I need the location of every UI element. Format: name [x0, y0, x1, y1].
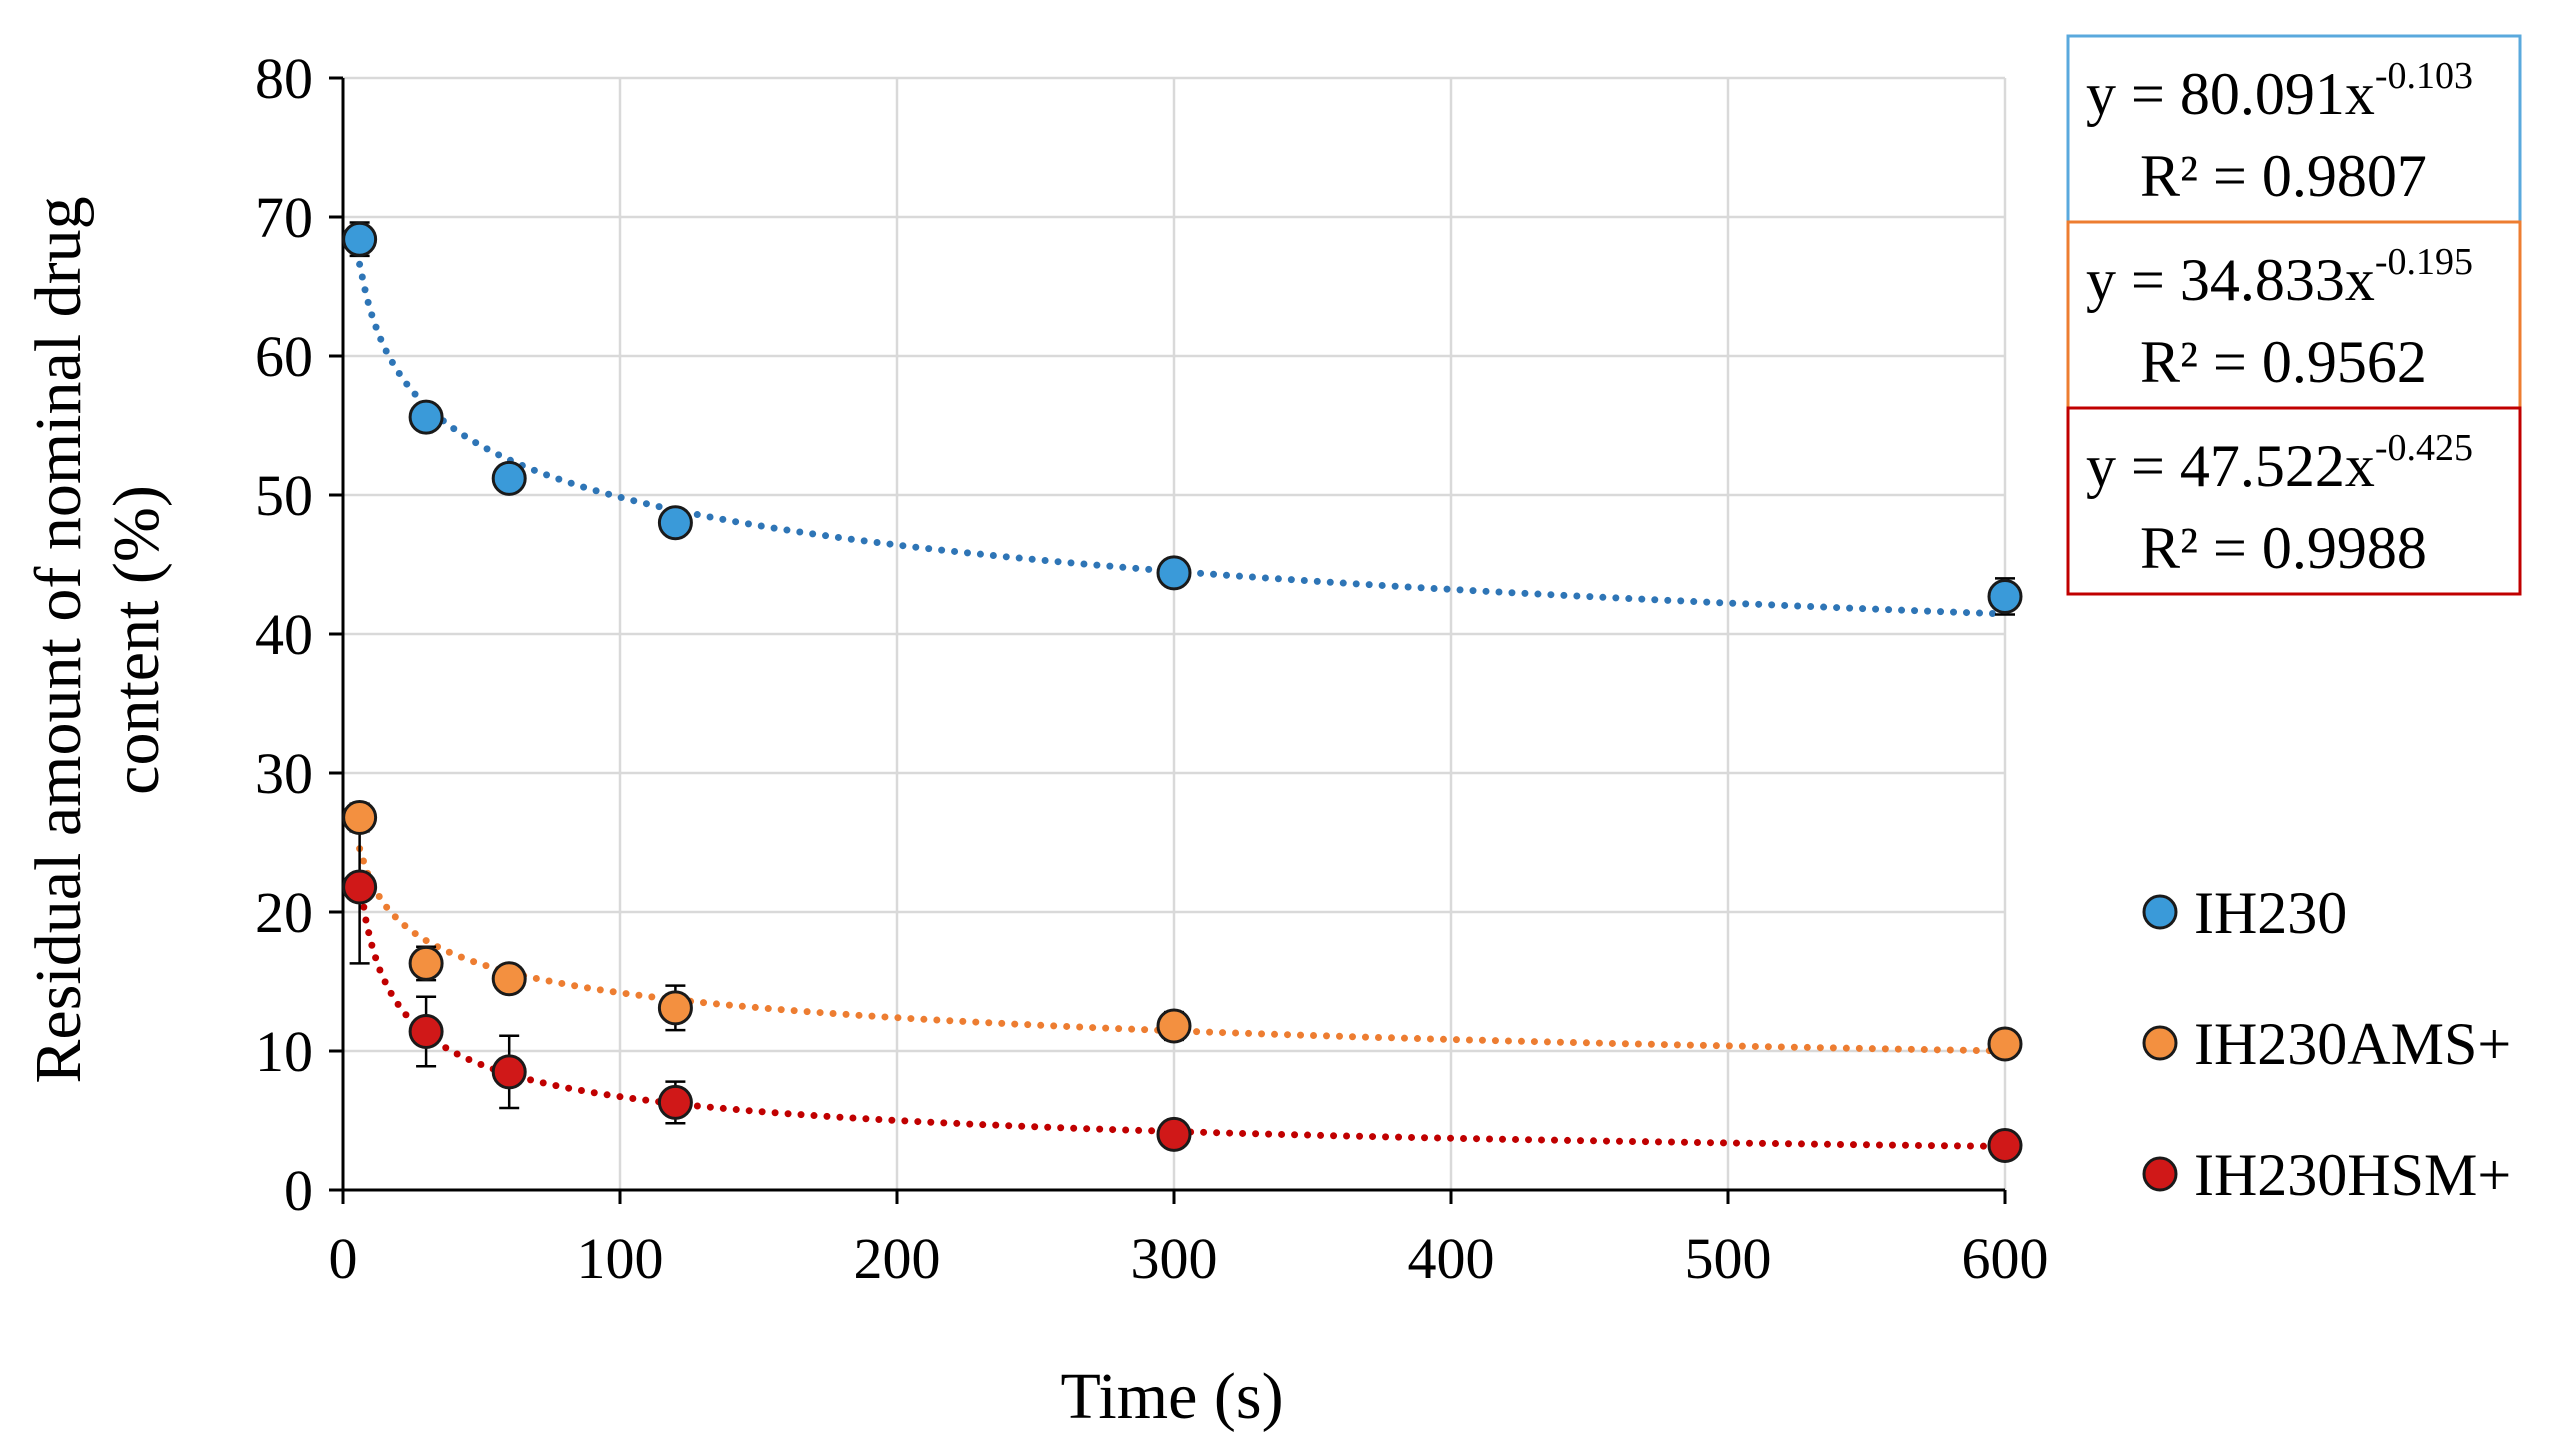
x-tick-label: 600 [1962, 1226, 2049, 1291]
r-squared-ih230hsm-: R² = 0.9988 [2140, 515, 2427, 581]
x-axis-title: Time (s) [1060, 1360, 1283, 1433]
axes [329, 76, 2007, 1204]
point-ih230hsm- [1987, 1128, 2023, 1164]
y-axis-title-line2: content (%) [100, 485, 173, 795]
r-squared-ih230: R² = 0.9807 [2140, 143, 2427, 209]
x-tick-label: 500 [1685, 1226, 1772, 1291]
y-axis-title-line1: Residual amount of nominal drug [22, 196, 95, 1083]
equation-exponent: -0.425 [2375, 427, 2473, 469]
point-ih230ams- [408, 945, 444, 981]
point-ih230ams- [491, 961, 527, 997]
point-ih230ams- [1987, 1026, 2023, 1062]
y-tick-label: 20 [255, 880, 313, 945]
y-tick-label: 50 [255, 463, 313, 528]
legend-label-ih230ams-: IH230AMS+ [2194, 1011, 2511, 1077]
gridlines [343, 76, 2007, 1190]
point-ih230hsm- [342, 869, 378, 905]
point-ih230 [408, 399, 444, 435]
point-ih230hsm- [408, 1014, 444, 1050]
y-axis-title: Residual amount of nominal drug content … [22, 196, 173, 1083]
equation-ih230ams-: y = 34.833x-0.195 [2086, 241, 2473, 313]
equation-main: y = 34.833x [2086, 247, 2375, 313]
x-tick-label: 400 [1408, 1226, 1495, 1291]
y-tick-label: 40 [255, 602, 313, 667]
legend-marker-ih230ams- [2142, 1025, 2178, 1061]
legend-label-ih230hsm-: IH230HSM+ [2194, 1142, 2511, 1208]
data-points [342, 221, 2023, 1164]
legend-marker-ih230 [2142, 894, 2178, 930]
equation-exponent: -0.195 [2375, 241, 2473, 283]
equation-main: y = 80.091x [2086, 61, 2375, 127]
r-squared-ih230ams-: R² = 0.9562 [2140, 329, 2427, 395]
point-ih230hsm- [657, 1084, 693, 1120]
point-ih230 [657, 505, 693, 541]
point-ih230ams- [342, 799, 378, 835]
trendline-ih230 [356, 260, 2009, 618]
equation-ih230: y = 80.091x-0.103 [2086, 55, 2473, 127]
y-tick-label: 10 [255, 1019, 313, 1084]
point-ih230ams- [1156, 1008, 1192, 1044]
y-tick-label: 70 [255, 185, 313, 250]
x-tick-label: 200 [854, 1226, 941, 1291]
equation-ih230hsm-: y = 47.522x-0.425 [2086, 427, 2473, 499]
x-tick-label: 0 [329, 1226, 358, 1291]
point-ih230 [1156, 555, 1192, 591]
equation-main: y = 47.522x [2086, 433, 2375, 499]
equation-exponent: -0.103 [2375, 55, 2473, 97]
point-ih230ams- [657, 990, 693, 1026]
legend: IH230 IH230AMS+ IH230HSM+ [2142, 880, 2511, 1208]
point-ih230hsm- [1156, 1116, 1192, 1152]
legend-label-ih230: IH230 [2194, 880, 2347, 946]
trendline-ih230hsm- [356, 878, 2009, 1150]
legend-marker-ih230hsm- [2142, 1156, 2178, 1192]
y-tick-label: 80 [255, 46, 313, 111]
point-ih230 [1987, 578, 2023, 614]
point-ih230hsm- [491, 1054, 527, 1090]
x-tick-label: 300 [1131, 1226, 1218, 1291]
tick-labels: 0 10 20 30 40 50 60 70 80 0 100 200 300 400 500 600 [255, 46, 2049, 1291]
y-tick-label: 60 [255, 324, 313, 389]
equation-box-ih230ams- [2066, 220, 2522, 410]
point-ih230 [342, 221, 378, 257]
y-tick-label: 0 [284, 1158, 313, 1223]
y-tick-label: 30 [255, 741, 313, 806]
x-tick-label: 100 [577, 1226, 664, 1291]
point-ih230 [491, 460, 527, 496]
equation-box-ih230hsm- [2066, 406, 2522, 596]
